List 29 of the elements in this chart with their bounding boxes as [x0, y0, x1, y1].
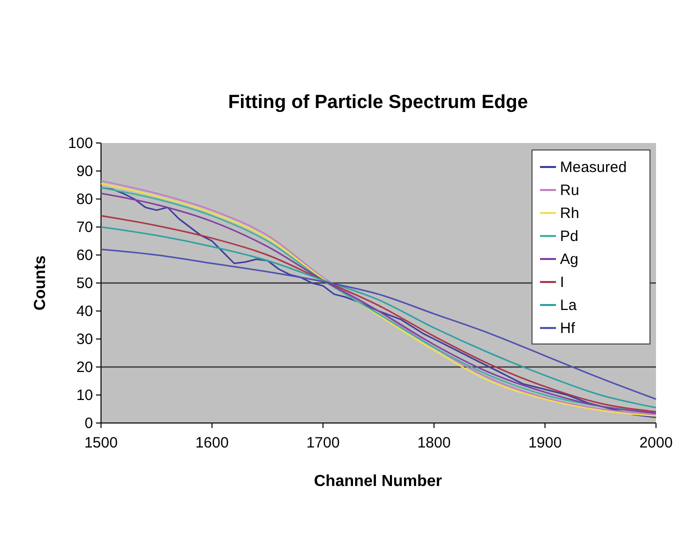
y-tick-label: 70 — [76, 218, 93, 236]
legend-label: Hf — [560, 320, 576, 337]
x-tick-label: 2000 — [639, 434, 673, 452]
y-tick-label: 10 — [76, 386, 93, 404]
y-tick-label: 50 — [76, 274, 93, 292]
legend-label: La — [560, 297, 578, 314]
y-tick-label: 60 — [76, 246, 93, 264]
line-series — [100, 248, 657, 400]
legend-label: Ru — [560, 182, 580, 199]
legend-label: Rh — [560, 205, 580, 222]
x-tick-label: 1500 — [84, 434, 118, 452]
legend-label: I — [560, 274, 564, 291]
y-tick-label: 80 — [76, 190, 93, 208]
y-tick-label: 0 — [84, 414, 93, 432]
y-axis-title: Counts — [32, 255, 49, 311]
x-tick-label: 1700 — [306, 434, 340, 452]
y-tick-label: 100 — [68, 134, 93, 152]
y-tick-label: 30 — [76, 330, 93, 348]
legend-label: Pd — [560, 228, 578, 245]
x-tick-label: 1800 — [417, 434, 451, 452]
legend-label: Measured — [560, 159, 627, 176]
y-tick-label: 40 — [76, 302, 93, 320]
y-tick-label: 20 — [76, 358, 93, 376]
x-tick-label: 1600 — [195, 434, 229, 452]
x-axis-title: Channel Number — [314, 473, 442, 490]
chart-title: Fitting of Particle Spectrum Edge — [228, 92, 528, 113]
legend-label: Ag — [560, 251, 578, 268]
x-tick-label: 1900 — [528, 434, 562, 452]
y-tick-label: 90 — [76, 162, 93, 180]
